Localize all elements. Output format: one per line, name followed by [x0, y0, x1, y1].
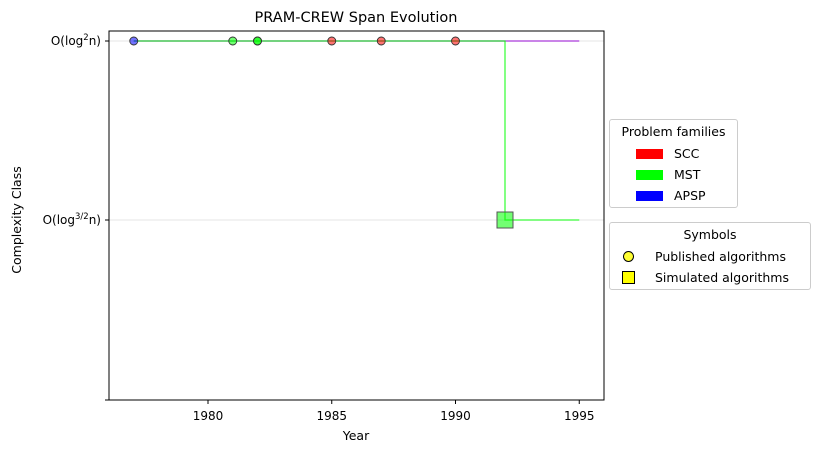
y-tick-label-0: O(log2n)	[51, 33, 101, 48]
point-mst-3	[496, 211, 514, 229]
legend-item-apsp: APSP	[610, 185, 737, 206]
point-mst-0	[228, 36, 238, 46]
legend-label-scc: SCC	[674, 146, 700, 161]
legend-item-published: Published algorithms	[610, 246, 810, 267]
simulated-square-icon	[621, 271, 635, 284]
data-points	[129, 36, 514, 229]
x-axis-ticks: 1980 1985 1990 1995	[193, 400, 595, 423]
x-tick-label-1990: 1990	[440, 409, 471, 423]
legend-label-mst: MST	[674, 167, 701, 182]
y-axis-label: Complexity Class	[9, 166, 24, 273]
legend-symbols: Symbols Published algorithms Simulated a…	[609, 222, 811, 290]
legend-item-simulated: Simulated algorithms	[610, 267, 810, 288]
legend-families-title: Problem families	[621, 124, 726, 139]
y-axis-ticks: O(log2n) O(log3/2n)	[43, 33, 109, 401]
point-apsp-0	[129, 36, 139, 46]
x-axis-label: Year	[342, 428, 370, 443]
series-lines	[133, 40, 580, 221]
point-scc-1	[376, 36, 386, 46]
x-tick-label-1980: 1980	[193, 409, 224, 423]
legend-label-simulated: Simulated algorithms	[655, 270, 789, 285]
point-mst-2	[253, 36, 262, 46]
legend-swatch-mst	[636, 169, 663, 180]
legend-problem-families: Problem families SCC MST APSP	[609, 119, 738, 208]
point-scc-2	[451, 36, 460, 46]
legend-item-mst: MST	[610, 164, 737, 185]
legend-label-apsp: APSP	[674, 188, 706, 203]
published-circle-icon	[622, 251, 634, 262]
legend-item-scc: SCC	[610, 143, 737, 164]
plot-frame	[108, 30, 605, 401]
chart-title: PRAM-CREW Span Evolution	[255, 10, 458, 26]
x-tick-label-1995: 1995	[564, 409, 595, 423]
legend-swatch-apsp	[636, 190, 663, 201]
legend-swatch-scc	[636, 148, 663, 159]
legend-symbols-title: Symbols	[683, 227, 737, 242]
series-line-1	[133, 40, 580, 221]
point-scc-0	[327, 36, 337, 46]
grid-lines	[109, 40, 604, 221]
legend-label-published: Published algorithms	[655, 249, 786, 264]
y-tick-label-1: O(log3/2n)	[43, 212, 101, 227]
x-tick-label-1985: 1985	[316, 409, 347, 423]
